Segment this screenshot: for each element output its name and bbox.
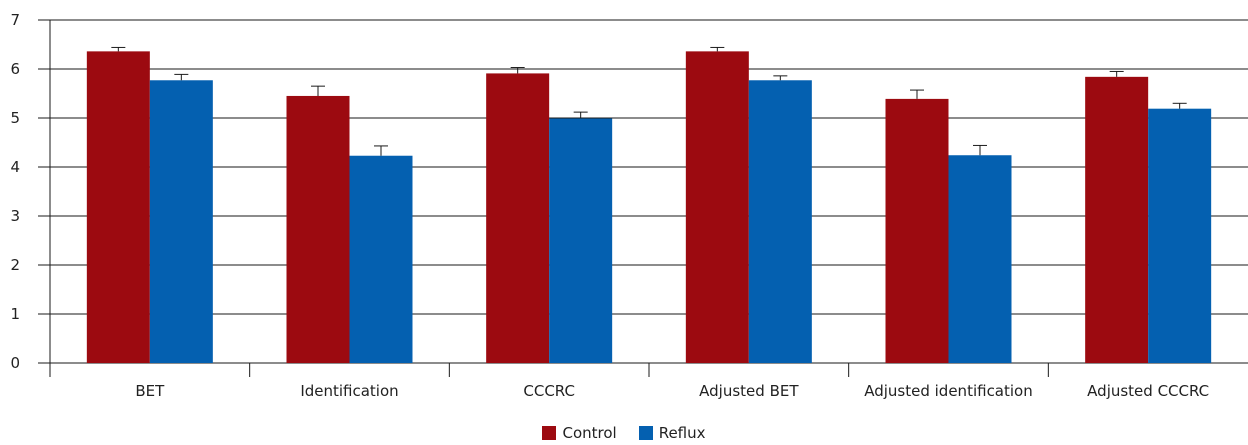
legend-label-reflux: Reflux [658,424,706,442]
legend-item-reflux: Reflux [638,424,706,442]
bar-control [86,51,150,364]
bar-reflux [149,80,213,364]
y-tick-label: 2 [10,256,20,274]
x-tick-label: BET [135,382,165,400]
bar-control [286,95,350,363]
bar-control [486,73,550,363]
bar-control [685,51,749,364]
y-tick-label: 3 [10,207,20,225]
legend-swatch-control [542,426,557,440]
bar-reflux [549,118,613,364]
legend-label-control: Control [562,424,617,442]
x-tick-label: Adjusted identification [864,382,1033,400]
x-tick-label: Adjusted CCCRC [1087,382,1209,400]
x-tick-label: Adjusted BET [699,382,799,400]
y-tick-label: 0 [10,354,20,372]
bar-reflux [948,155,1012,363]
y-tick-label: 7 [10,11,20,29]
legend-item-control: Control [542,424,617,442]
bar-reflux [748,80,812,364]
y-tick-label: 4 [10,158,20,176]
y-tick-label: 6 [10,60,20,78]
bar-chart-svg: 0 1 2 3 4 5 6 7 BET Identification CCCRC Adjusted B… [10,11,1248,400]
y-tick-label: 5 [10,109,20,127]
bar-control [1085,76,1149,363]
legend-swatch-reflux [638,426,653,440]
bar-reflux [349,155,413,363]
bar-control [885,98,949,363]
legend: Control Reflux [0,424,1248,442]
x-tick-label: CCCRC [523,382,575,400]
bar-reflux [1148,108,1212,363]
y-tick-label: 1 [10,305,20,323]
x-tick-label: Identification [300,382,398,400]
